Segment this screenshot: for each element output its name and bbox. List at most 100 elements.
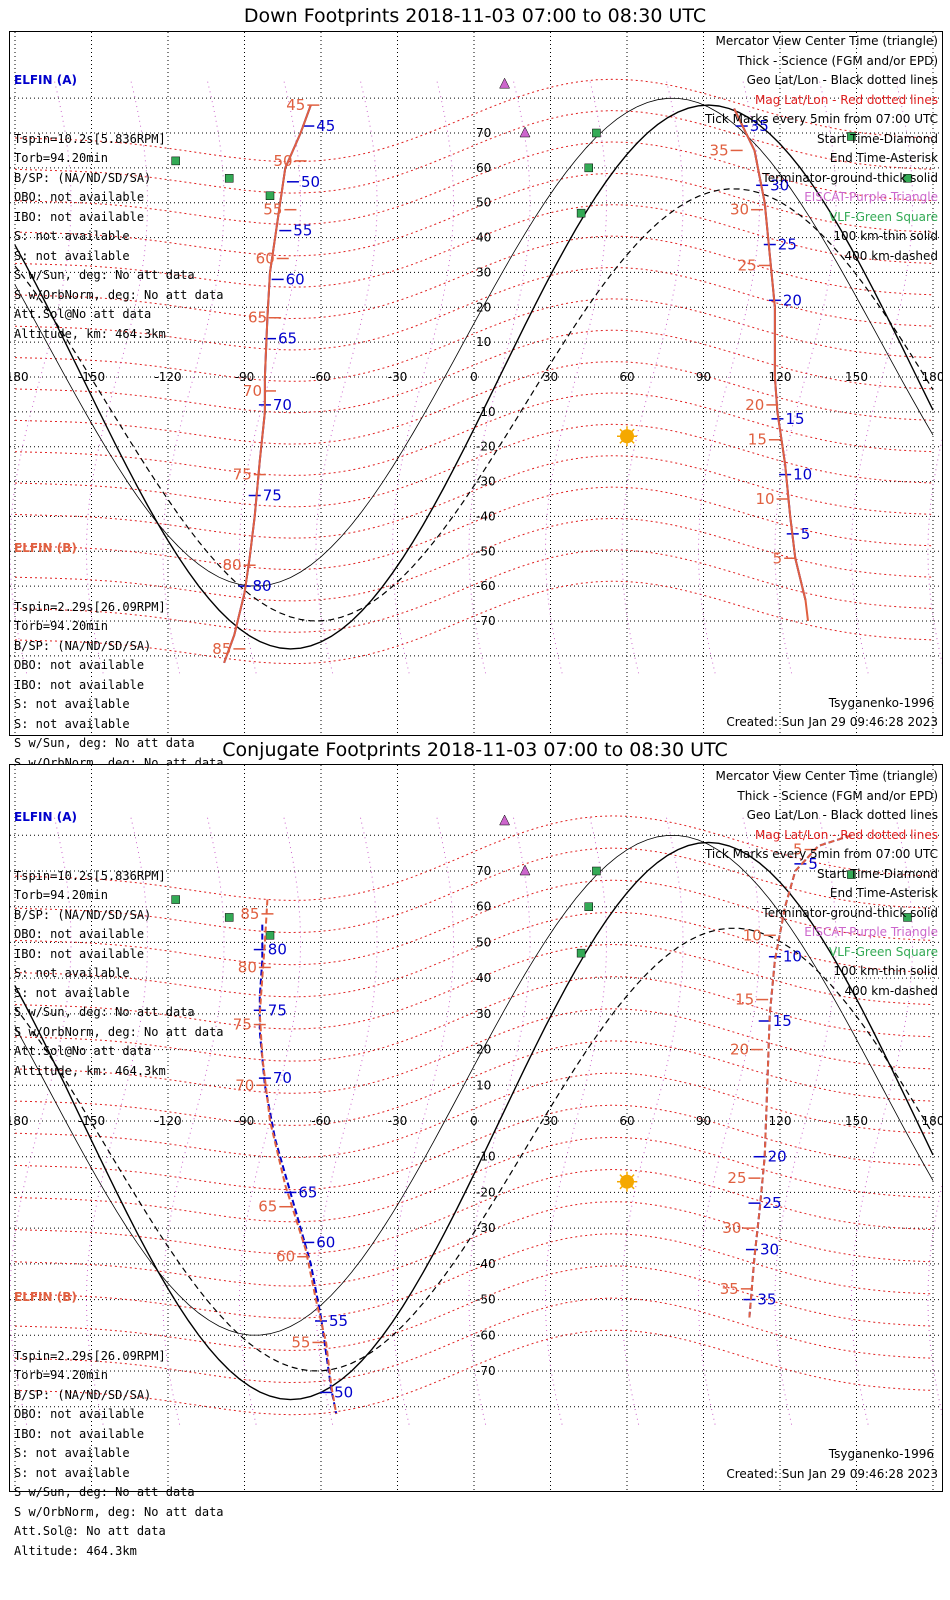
footprint-track [223,104,312,664]
lon-tick-label: 0 [470,1114,478,1128]
info-line: S: not available [14,966,130,980]
lat-tick-label: -40 [476,509,496,523]
legend-item: Mag Lat/Lon - Red dotted lines [754,92,938,107]
info-line: IBO: not available [14,946,145,961]
terminator-100km [14,834,934,1336]
time-tick-label: 75 [233,466,252,484]
lat-tick-label: -50 [476,1293,496,1307]
elfin-a-lines: Tspin=10.2s[5.836RPM] Torb=94.20min B/SP: … [14,130,224,345]
time-tick-label: 85 [240,905,259,923]
info-line: Torb=94.20min [14,619,108,633]
vlf-station-icon [171,895,180,904]
info-line: S w/OrbNorm, deg: No att data [14,1024,224,1039]
legend-item: 400 km-dashed [844,983,938,998]
mag-meridian [468,80,531,674]
legend-item: Mercator View Center Time (triangle) [715,34,938,48]
time-tick-label: 25 [738,256,757,274]
time-tick-label: 15 [748,431,767,449]
lon-tick-label: 0 [470,370,478,384]
time-tick-label: 25 [763,1194,782,1212]
mag-meridian [774,80,837,674]
info-line: Torb=94.20min [14,888,108,902]
time-tick-label: 60 [256,249,275,267]
legend-item: Thick - Science (FGM and/or EPD) [737,788,938,803]
vlf-station-icon [847,132,856,141]
lat-tick-label: -70 [476,1364,496,1378]
lon-tick-label: 150 [845,1114,868,1128]
lon-tick-label: 30 [543,370,558,384]
mag-meridian [162,80,225,674]
mag-meridian [238,80,302,674]
eiscat-station-icon [519,864,531,876]
mag-meridian [697,80,761,674]
elfin-b-header: ELFIN (B) [14,1290,77,1304]
time-tick-label: 30 [730,201,749,219]
legend-item: Start Time-Diamond [816,131,938,146]
legend-item: Start Time-Diamond [816,866,938,881]
lon-tick-label: -90 [235,1114,255,1128]
time-tick-label: 30 [760,1241,779,1259]
lat-tick-label: 30 [476,1007,491,1021]
legend-item: Mercator View Center Time (triangle) [715,769,938,783]
footprint-track [733,108,809,622]
legend-item: 400 km-dashed [844,248,938,263]
time-tick-label: 20 [783,291,802,309]
eiscat-station-icon [519,126,531,138]
mag-meridian [315,80,378,674]
mag-meridian [850,80,914,674]
lat-tick-label: -60 [476,1328,496,1342]
eiscat-station-icon [499,814,511,826]
info-line: S w/Sun, deg: No att data [14,736,195,750]
elfin-a-info: ELFIN (A) Tspin=10.2s[5.836RPM] Torb=94.2… [14,769,224,1120]
mag-meridian [927,438,942,665]
info-line: B/SP: (NA/ND/SD/SA) [14,1387,152,1402]
time-tick-label: 60 [316,1233,335,1251]
info-line: OBO: not available [14,190,145,204]
legend-item: 100 km-thin solid [833,229,938,243]
terminator-400km [14,927,934,1372]
model-label: Tsyganenko-1996 [828,1447,934,1461]
mag-meridian [621,80,684,674]
vlf-station-icon [592,866,601,876]
time-tick-label: 65 [258,1198,277,1216]
map-conjugate: -180 -150 -120 -90 -60 -30 0 30 60 90 120 150 180 70 6… [10,765,942,1491]
sun-icon [617,1171,637,1192]
lat-tick-label: 30 [476,265,491,279]
time-tick-label: 75 [233,1016,252,1034]
time-tick-label: 50 [274,152,293,170]
legend-item: Geo Lat/Lon - Black dotted lines [746,73,938,87]
legend-item: End Time-Asterisk [829,886,938,900]
lat-tick-label: -40 [476,1257,496,1271]
legend-item: Mag Lat/Lon - Red dotted lines [754,827,938,842]
vlf-station-icon [903,174,912,183]
lon-tick-label: -30 [388,1114,408,1128]
elfin-b-lines: Tspin=2.29s[26.09RPM] Torb=94.20min B/SP: … [14,1347,224,1562]
lon-tick-label: 30 [543,1114,558,1128]
lat-tick-label: 50 [476,935,491,949]
legend-item: End Time-Asterisk [829,151,938,165]
lon-tick-label: -90 [235,370,255,384]
eiscat-station-icon [499,77,511,89]
time-tick-label: 60 [276,1248,295,1266]
terminator-100km [14,97,934,587]
lon-tick-label: -120 [154,370,181,384]
vlf-station-icon [171,156,180,166]
time-tick-label: 65 [298,1183,317,1201]
time-tick-label: 5 [793,841,803,859]
info-line: S: not available [14,1465,130,1480]
lat-tick-label: 60 [476,900,491,914]
info-line: S w/Sun, deg: No att data [14,268,195,282]
created-label: Created: Sun Jan 29 09:46:28 2023 [726,1467,938,1481]
elfin-b-header: ELFIN (B) [14,541,77,555]
lat-tick-label: 70 [476,864,491,878]
lat-tick-label: -60 [476,579,496,593]
info-line: S: not available [14,1446,130,1460]
info-line: OBO: not available [14,927,145,941]
time-tick-label: 35 [720,1280,739,1298]
elfin-a-info: ELFIN (A) Tspin=10.2s[5.836RPM] Torb=94.2… [14,32,224,383]
info-line: Tspin=10.2s[5.836RPM] [14,868,166,883]
time-tick-label: 70 [273,1069,292,1087]
map-panel-down: -180 -150 -120 -90 -60 -30 0 30 60 90 120 150 180 70 6… [9,31,943,809]
terminator-400km [14,188,934,622]
time-tick-label: 35 [757,1291,776,1309]
